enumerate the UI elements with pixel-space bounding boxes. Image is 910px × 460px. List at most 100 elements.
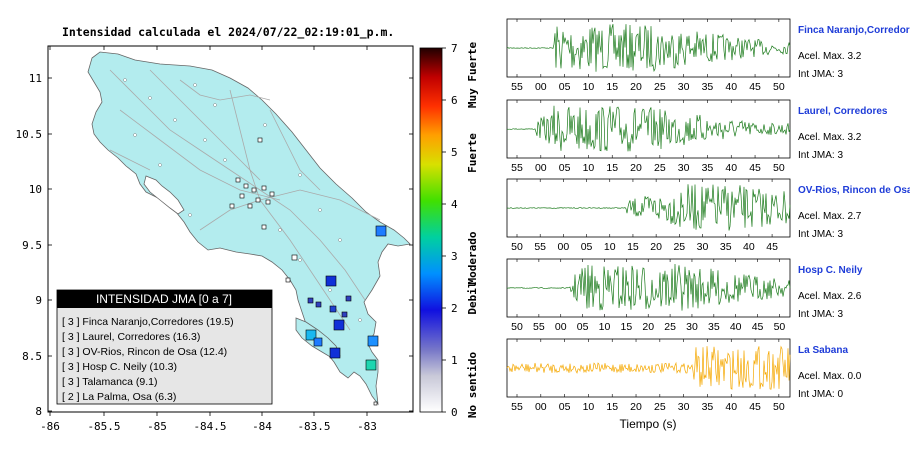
time-tick-label: 00 — [535, 81, 547, 93]
max-acceleration: Acel. Max. 2.7 — [798, 211, 862, 222]
colorbar-level-label: Moderado — [466, 231, 479, 284]
gulf-of-nicoya — [143, 175, 185, 215]
time-tick-label: 40 — [730, 321, 742, 333]
colorbar-tick-label: 5 — [451, 146, 458, 159]
jma-intensity: Int JMA: 3 — [798, 150, 843, 161]
time-tick-label: 10 — [583, 401, 595, 413]
time-tick-label: 00 — [558, 241, 570, 253]
max-acceleration: Acel. Max. 2.6 — [798, 291, 862, 302]
station-markers — [229, 137, 387, 406]
map-y-tick-label: 10 — [29, 183, 42, 196]
max-acceleration: Acel. Max. 3.2 — [798, 51, 862, 62]
time-tick-label: 15 — [606, 162, 618, 174]
time-tick-label: 05 — [559, 401, 571, 413]
time-tick-label: 05 — [581, 241, 593, 253]
legend-row: [ 3 ] Hosp C. Neily (10.3) — [62, 361, 177, 373]
time-tick-label: 00 — [535, 162, 547, 174]
intensity-legend: INTENSIDAD JMA [0 a 7] [ 3 ] Finca Naran… — [56, 289, 273, 405]
legend-row: [ 3 ] OV-Rios, Rincon de Osa (12.4) — [62, 346, 227, 358]
time-tick-label: 55 — [511, 401, 523, 413]
waveform-panels: 55 00 05 10 15 20 25 30 35 40 45 50 Finca Naranjo,Co… — [506, 18, 910, 413]
time-tick-label: 45 — [752, 321, 764, 333]
waveform-panel: 50 55 00 05 10 15 20 25 30 35 40 45 OV-Rios, Rincon … — [506, 178, 910, 253]
map-x-tick-label: -84 — [252, 420, 272, 433]
map-x-tick-label: -86 — [40, 420, 60, 433]
time-tick-label: 15 — [606, 81, 618, 93]
time-tick-label: 45 — [766, 241, 778, 253]
legend-row: [ 3 ] Talamanca (9.1) — [62, 376, 158, 388]
time-tick-label: 50 — [774, 321, 786, 333]
map-x-tick-label: -84.5 — [193, 420, 226, 433]
jma-intensity: Int JMA: 3 — [798, 229, 843, 240]
time-tick-label: 45 — [749, 401, 761, 413]
time-tick-label: 55 — [534, 241, 546, 253]
legend-row: [ 3 ] Laurel, Corredores (16.3) — [62, 331, 200, 343]
time-tick-label: 20 — [630, 162, 642, 174]
time-tick-label: 25 — [654, 162, 666, 174]
time-tick-label: 35 — [702, 162, 714, 174]
time-tick-label: 25 — [654, 401, 666, 413]
waveform-panel: 50 55 00 05 10 15 20 25 30 35 40 45 50 Hosp C. Neily A… — [506, 258, 863, 333]
time-tick-label: 50 — [511, 241, 523, 253]
time-tick-label: 30 — [697, 241, 709, 253]
time-tick-label: 35 — [720, 241, 732, 253]
time-tick-label: 20 — [650, 241, 662, 253]
time-tick-label: 45 — [749, 162, 761, 174]
time-tick-label: 50 — [773, 81, 785, 93]
time-tick-label: 20 — [630, 81, 642, 93]
time-tick-label: 25 — [654, 81, 666, 93]
time-tick-label: 50 — [773, 162, 785, 174]
map-x-tick-label: -83 — [357, 420, 377, 433]
map-y-tick-label: 11 — [29, 72, 42, 85]
max-acceleration: Acel. Max. 0.0 — [798, 371, 862, 382]
time-tick-label: 05 — [559, 162, 571, 174]
station-name: La Sabana — [798, 345, 848, 356]
station-name: OV-Rios, Rincon de Osa — [798, 185, 910, 196]
time-tick-label: 35 — [702, 401, 714, 413]
waveform-panel: 55 00 05 10 15 20 25 30 35 40 45 50 Laurel, Corredor… — [506, 99, 888, 174]
road-network — [109, 69, 381, 331]
colorbar-tick-label: 0 — [451, 406, 458, 419]
time-tick-label: 25 — [673, 241, 685, 253]
time-tick-label: 15 — [621, 321, 633, 333]
costa-rica-land — [87, 51, 411, 406]
legend-row: [ 2 ] La Palma, Osa (6.3) — [62, 391, 176, 403]
colorbar-tick-label: 2 — [451, 302, 458, 315]
map-x-tick-label: -85 — [147, 420, 167, 433]
jma-intensity: Int JMA: 0 — [798, 389, 843, 400]
jma-intensity: Int JMA: 3 — [798, 69, 843, 80]
time-tick-label: 40 — [725, 81, 737, 93]
time-tick-label: 20 — [642, 321, 654, 333]
colorbar-level-label: Muy Fuerte — [466, 42, 479, 109]
waveform-panel: 55 00 05 10 15 20 25 30 35 40 45 50 Finca Naranjo,Co… — [506, 18, 910, 93]
time-tick-label: 50 — [511, 321, 523, 333]
station-name: Finca Naranjo,Corredor — [798, 25, 910, 36]
map-y-tick-label: 10.5 — [16, 128, 43, 141]
map-x-tick-label: -83.5 — [297, 420, 330, 433]
map-x-axis: -86 -85.5 -85 -84.5 -84 -83.5 -83 — [40, 46, 377, 433]
map-y-axis: 11 10.5 10 9.5 9 8.5 8 — [16, 72, 413, 418]
colorbar-level-label: No sentido — [466, 352, 479, 419]
map-y-tick-label: 8.5 — [22, 350, 42, 363]
time-tick-label: 20 — [630, 401, 642, 413]
time-tick-label: 40 — [725, 401, 737, 413]
colorbar-tick-label: 6 — [451, 94, 458, 107]
town-markers — [123, 78, 362, 322]
waveform-panel: 55 00 05 10 15 20 25 30 35 40 45 50 La Sabana Acel. M… — [506, 338, 862, 413]
time-tick-label: 35 — [708, 321, 720, 333]
map-y-tick-label: 9.5 — [22, 239, 42, 252]
time-tick-label: 15 — [627, 241, 639, 253]
time-tick-label: 30 — [686, 321, 698, 333]
max-acceleration: Acel. Max. 3.2 — [798, 132, 862, 143]
jma-intensity: Int JMA: 3 — [798, 309, 843, 320]
time-tick-label: 10 — [599, 321, 611, 333]
station-name: Laurel, Corredores — [798, 106, 888, 117]
legend-title: INTENSIDAD JMA [0 a 7] — [96, 292, 232, 306]
time-tick-label: 30 — [678, 162, 690, 174]
colorbar-level-label: Fuerte — [466, 133, 479, 173]
map-title: Intensidad calculada el 2024/07/22_02:19… — [62, 25, 394, 40]
time-tick-label: 10 — [604, 241, 616, 253]
time-tick-label: 55 — [511, 162, 523, 174]
